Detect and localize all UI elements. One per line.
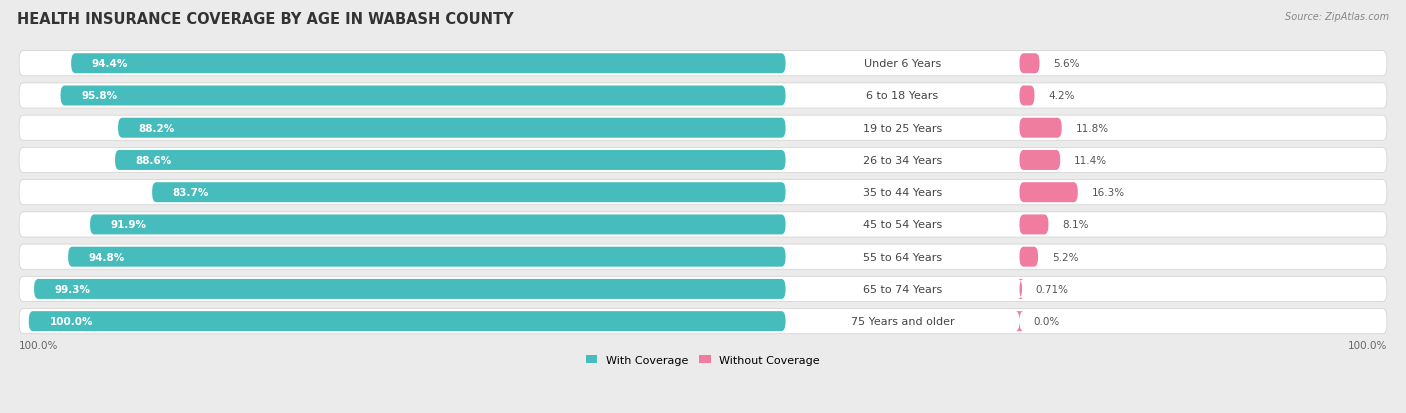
FancyBboxPatch shape bbox=[1019, 247, 1038, 267]
Text: 65 to 74 Years: 65 to 74 Years bbox=[863, 284, 942, 294]
FancyBboxPatch shape bbox=[793, 151, 1012, 171]
Text: 45 to 54 Years: 45 to 54 Years bbox=[863, 220, 942, 230]
FancyBboxPatch shape bbox=[28, 311, 786, 331]
FancyBboxPatch shape bbox=[1019, 183, 1078, 203]
FancyBboxPatch shape bbox=[115, 151, 786, 171]
FancyBboxPatch shape bbox=[20, 180, 1386, 205]
FancyBboxPatch shape bbox=[90, 215, 786, 235]
Text: 5.6%: 5.6% bbox=[1053, 59, 1080, 69]
Text: 35 to 44 Years: 35 to 44 Years bbox=[863, 188, 942, 198]
FancyBboxPatch shape bbox=[793, 183, 1012, 203]
Text: 26 to 34 Years: 26 to 34 Years bbox=[863, 156, 942, 166]
FancyBboxPatch shape bbox=[20, 244, 1386, 270]
FancyBboxPatch shape bbox=[793, 311, 1012, 331]
FancyBboxPatch shape bbox=[20, 309, 1386, 334]
FancyBboxPatch shape bbox=[72, 54, 786, 74]
Text: 6 to 18 Years: 6 to 18 Years bbox=[866, 91, 939, 101]
Text: 99.3%: 99.3% bbox=[55, 284, 91, 294]
FancyBboxPatch shape bbox=[793, 86, 1012, 106]
Text: 4.2%: 4.2% bbox=[1049, 91, 1074, 101]
FancyBboxPatch shape bbox=[793, 247, 1012, 267]
Text: HEALTH INSURANCE COVERAGE BY AGE IN WABASH COUNTY: HEALTH INSURANCE COVERAGE BY AGE IN WABA… bbox=[17, 12, 513, 27]
Text: 100.0%: 100.0% bbox=[49, 316, 93, 326]
FancyBboxPatch shape bbox=[67, 247, 786, 267]
Text: 5.2%: 5.2% bbox=[1052, 252, 1078, 262]
Text: 94.8%: 94.8% bbox=[89, 252, 125, 262]
FancyBboxPatch shape bbox=[60, 86, 786, 106]
Text: Source: ZipAtlas.com: Source: ZipAtlas.com bbox=[1285, 12, 1389, 22]
FancyBboxPatch shape bbox=[20, 148, 1386, 173]
FancyBboxPatch shape bbox=[1019, 151, 1060, 171]
Text: 83.7%: 83.7% bbox=[173, 188, 209, 198]
FancyBboxPatch shape bbox=[20, 84, 1386, 109]
Text: 0.71%: 0.71% bbox=[1036, 284, 1069, 294]
Text: 8.1%: 8.1% bbox=[1062, 220, 1088, 230]
Text: 88.2%: 88.2% bbox=[139, 123, 174, 133]
Text: 88.6%: 88.6% bbox=[135, 156, 172, 166]
Text: 91.9%: 91.9% bbox=[111, 220, 146, 230]
Text: 100.0%: 100.0% bbox=[20, 340, 59, 350]
FancyBboxPatch shape bbox=[1019, 215, 1049, 235]
FancyBboxPatch shape bbox=[118, 119, 786, 138]
Text: 11.8%: 11.8% bbox=[1076, 123, 1108, 133]
Text: 0.0%: 0.0% bbox=[1033, 316, 1060, 326]
Text: Under 6 Years: Under 6 Years bbox=[863, 59, 941, 69]
FancyBboxPatch shape bbox=[793, 279, 1012, 299]
Legend: With Coverage, Without Coverage: With Coverage, Without Coverage bbox=[582, 351, 824, 370]
Text: 94.4%: 94.4% bbox=[91, 59, 128, 69]
FancyBboxPatch shape bbox=[1018, 279, 1024, 299]
FancyBboxPatch shape bbox=[20, 212, 1386, 237]
FancyBboxPatch shape bbox=[152, 183, 786, 203]
FancyBboxPatch shape bbox=[34, 279, 786, 299]
Text: 11.4%: 11.4% bbox=[1074, 156, 1107, 166]
Text: 100.0%: 100.0% bbox=[1347, 340, 1386, 350]
Text: 95.8%: 95.8% bbox=[82, 91, 117, 101]
FancyBboxPatch shape bbox=[1015, 311, 1024, 331]
Text: 19 to 25 Years: 19 to 25 Years bbox=[863, 123, 942, 133]
FancyBboxPatch shape bbox=[793, 119, 1012, 138]
Text: 55 to 64 Years: 55 to 64 Years bbox=[863, 252, 942, 262]
Text: 75 Years and older: 75 Years and older bbox=[851, 316, 955, 326]
FancyBboxPatch shape bbox=[20, 277, 1386, 302]
FancyBboxPatch shape bbox=[1019, 86, 1035, 106]
Text: 16.3%: 16.3% bbox=[1091, 188, 1125, 198]
FancyBboxPatch shape bbox=[20, 52, 1386, 77]
FancyBboxPatch shape bbox=[20, 116, 1386, 141]
FancyBboxPatch shape bbox=[793, 215, 1012, 235]
FancyBboxPatch shape bbox=[793, 54, 1012, 74]
FancyBboxPatch shape bbox=[1019, 119, 1062, 138]
FancyBboxPatch shape bbox=[1019, 54, 1039, 74]
